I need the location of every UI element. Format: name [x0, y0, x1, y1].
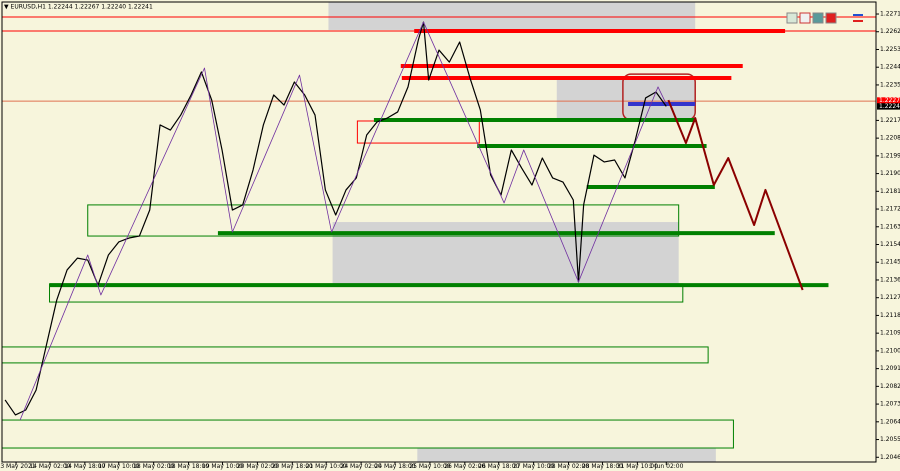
x-tick-label: 31 May 10:00 — [617, 463, 658, 470]
x-tick-label: 19 May 10:00 — [202, 463, 243, 470]
x-tick-label: 14 May 02:00 — [29, 463, 70, 470]
y-tick-label: 1.22710 — [880, 11, 900, 18]
zone-box — [87, 204, 680, 237]
shaded-zone — [328, 2, 696, 30]
x-tick-label: 14 May 18:00 — [64, 463, 105, 470]
price-label-bg — [877, 97, 900, 104]
icon — [825, 12, 837, 24]
y-tick-label: 1.21810 — [880, 188, 900, 195]
y-tick-label: 1.21540 — [880, 241, 900, 248]
shaded-zone — [556, 78, 696, 121]
y-tick-label: 1.21000 — [880, 347, 900, 354]
y-tick-label: 1.21720 — [880, 206, 900, 213]
y-tick-label: 1.22080 — [880, 135, 900, 142]
y-tick-label: 1.20820 — [880, 383, 900, 390]
y-tick-label: 1.21630 — [880, 223, 900, 230]
plot-frame — [1, 1, 877, 463]
x-tick-label: 20 May 18:00 — [272, 463, 313, 470]
y-tick-label: 1.21090 — [880, 330, 900, 337]
shaded-zone — [417, 448, 716, 462]
price-line — [19, 21, 667, 421]
x-tick-label: 28 May 02:00 — [548, 463, 589, 470]
y-tick-label: 1.22170 — [880, 117, 900, 124]
y-tick-label: 1.22440 — [880, 64, 900, 71]
x-tick-label: 13 May 2021 — [0, 463, 36, 470]
toolbar-icons — [786, 12, 863, 24]
y-tick-label: 1.20460 — [880, 454, 900, 461]
y-tick-label: 1.20910 — [880, 365, 900, 372]
header: ▼ EURUSD,H1 1.22244 1.22267 1.22240 1.22… — [4, 4, 153, 11]
y-tick-label: 1.22620 — [880, 28, 900, 35]
x-tick-label: 28 May 18:00 — [582, 463, 623, 470]
x-tick-label: 25 May 10:00 — [409, 463, 450, 470]
y-tick-label: 1.22530 — [880, 46, 900, 53]
x-tick-label: 18 May 18:00 — [168, 463, 209, 470]
y-tick-label: 1.21450 — [880, 259, 900, 266]
x-tick-label: 20 May 02:00 — [237, 463, 278, 470]
y-tick-label: 1.20550 — [880, 436, 900, 443]
x-tick-label: 21 May 10:00 — [306, 463, 347, 470]
price-line — [667, 99, 804, 291]
x-tick-label: 27 May 10:00 — [513, 463, 554, 470]
icon — [799, 12, 811, 24]
y-tick-label: 1.21270 — [880, 294, 900, 301]
y-tick-label: 1.21360 — [880, 276, 900, 283]
y-tick-label: 1.21900 — [880, 170, 900, 177]
x-tick-label: 18 May 02:00 — [133, 463, 174, 470]
x-tick-label: 26 May 18:00 — [478, 463, 519, 470]
icon — [786, 12, 798, 24]
x-tick-label: 26 May 02:00 — [444, 463, 485, 470]
plot — [1, 2, 876, 462]
icon — [812, 12, 824, 24]
price-label-bg — [877, 103, 900, 110]
y-tick-label: 1.20640 — [880, 418, 900, 425]
x-tick-label: 24 May 18:00 — [374, 463, 415, 470]
y-tick-label: 1.21990 — [880, 152, 900, 159]
x-tick-label: 1 Jun 02:00 — [649, 463, 683, 470]
price-label: 1.22241 — [879, 103, 900, 110]
y-tick-label: 1.22350 — [880, 81, 900, 88]
y-tick-label: 1.21180 — [880, 312, 900, 319]
y-tick-label: 1.20730 — [880, 401, 900, 408]
x-tick-label: 24 May 02:00 — [341, 463, 382, 470]
price-line — [4, 21, 667, 416]
x-tick-label: 17 May 10:00 — [98, 463, 139, 470]
